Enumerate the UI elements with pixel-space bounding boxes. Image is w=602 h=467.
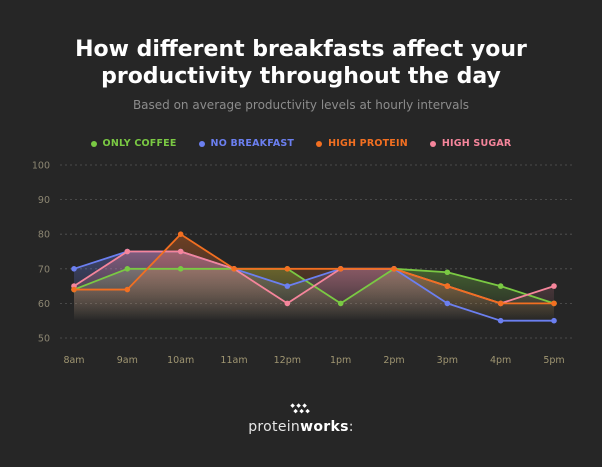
data-point-high-protein	[337, 266, 344, 272]
data-point-no-breakfast	[444, 300, 451, 307]
data-point-high-protein	[177, 231, 184, 237]
data-point-only-coffee	[497, 283, 504, 289]
brand-name: proteinworks:	[0, 419, 602, 435]
y-tick-label: 50	[38, 334, 50, 345]
y-tick-label: 70	[38, 264, 50, 275]
x-tick-label: 5pm	[543, 355, 564, 366]
legend-label: ONLY COFFEE	[102, 138, 177, 149]
chart-title-line-1: How different breakfasts affect your	[75, 37, 527, 62]
legend-item-only-coffee: ONLY COFFEE	[90, 138, 177, 149]
y-tick-label: 60	[38, 299, 50, 310]
chart-title: How different breakfasts affect your pro…	[0, 36, 602, 90]
x-tick-label: 12pm	[274, 355, 301, 366]
x-tick-label: 10am	[167, 355, 194, 366]
x-tick-label: 2pm	[383, 355, 404, 366]
legend-item-high-protein: HIGH PROTEIN	[316, 138, 408, 149]
legend-item-no-breakfast: NO BREAKFAST	[198, 138, 295, 149]
legend-item-high-sugar: HIGH SUGAR	[429, 138, 512, 149]
data-point-high-protein	[391, 266, 397, 272]
data-point-only-coffee	[337, 300, 344, 307]
x-tick-label: 9am	[117, 355, 138, 366]
y-tick-label: 80	[38, 230, 50, 241]
line-chart: 50 60 70 80 90 100 8am 9am 10am 11am 12pm 1pm 2pm 3pm…	[32, 161, 572, 366]
legend-dot-icon	[429, 140, 436, 147]
legend-label: HIGH SUGAR	[441, 138, 512, 149]
data-point-high-sugar	[124, 248, 131, 255]
y-tick-label: 100	[32, 161, 50, 172]
data-point-high-sugar	[551, 283, 557, 289]
data-point-only-coffee	[177, 266, 184, 272]
y-tick-label: 90	[38, 195, 50, 206]
data-point-high-protein	[444, 283, 451, 289]
brand-mark-icon	[290, 403, 310, 414]
brand-name-suffix: :	[348, 419, 354, 435]
x-tick-label: 4pm	[490, 355, 511, 366]
chart-legend: ONLY COFFEE NO BREAKFAST HIGH PROTEIN HIGH …	[0, 138, 602, 149]
brand-name-bold: works	[300, 419, 349, 435]
brand-logo: proteinworks:	[0, 402, 602, 435]
data-point-high-protein	[497, 300, 504, 307]
legend-dot-icon	[90, 140, 97, 147]
x-tick-label: 3pm	[437, 355, 458, 366]
data-point-no-breakfast	[284, 283, 291, 289]
x-tick-label: 11am	[220, 355, 247, 366]
data-point-high-protein	[124, 286, 131, 293]
data-point-only-coffee	[124, 266, 131, 272]
chart-subtitle: Based on average productivity levels at …	[132, 98, 470, 112]
data-point-no-breakfast	[71, 266, 77, 272]
data-point-high-protein	[231, 266, 237, 272]
data-point-no-breakfast	[551, 317, 557, 324]
data-point-high-protein	[551, 300, 557, 307]
data-point-high-protein	[71, 286, 77, 293]
brand-name-light: protein	[248, 419, 301, 435]
data-point-high-sugar	[177, 248, 184, 255]
x-tick-label: 8am	[63, 355, 84, 366]
chart-title-line-2: productivity throughout the day	[101, 64, 501, 89]
series-line-high-protein	[74, 233, 554, 305]
legend-dot-icon	[198, 140, 205, 147]
data-point-no-breakfast	[497, 317, 504, 324]
legend-label: HIGH PROTEIN	[328, 138, 408, 149]
legend-dot-icon	[316, 140, 323, 147]
data-point-high-protein	[284, 266, 291, 272]
legend-label: NO BREAKFAST	[210, 138, 295, 149]
data-point-high-sugar	[284, 300, 291, 307]
x-tick-label: 1pm	[330, 355, 351, 366]
data-point-only-coffee	[444, 269, 451, 276]
